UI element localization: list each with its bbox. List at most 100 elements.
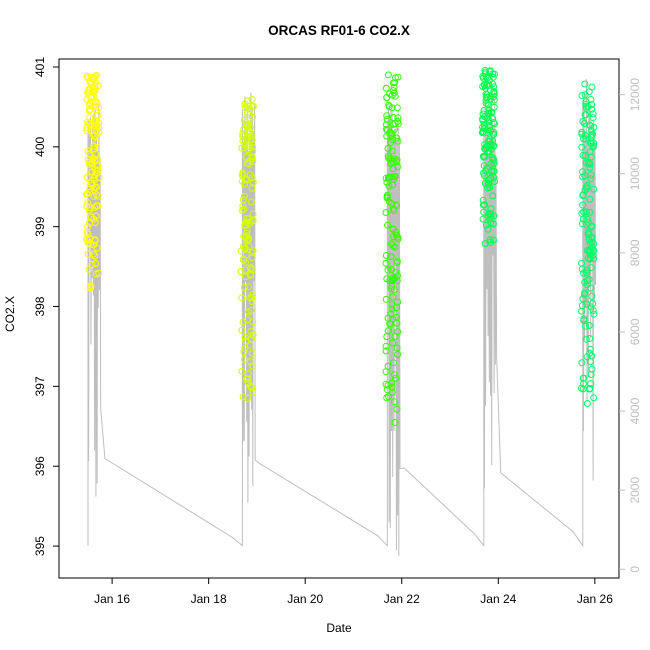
- data-point: [582, 159, 590, 167]
- data-point: [389, 293, 397, 301]
- data-point: [583, 281, 591, 289]
- data-point: [92, 106, 100, 114]
- data-point: [579, 201, 587, 209]
- data-point: [383, 112, 391, 120]
- data-point: [244, 370, 252, 378]
- data-point: [242, 221, 250, 229]
- data-point: [92, 260, 100, 267]
- data-point: [383, 178, 391, 186]
- data-point: [384, 362, 392, 370]
- data-point: [84, 230, 92, 238]
- data-point: [85, 158, 93, 166]
- data-point: [245, 242, 253, 250]
- data-point: [91, 116, 99, 124]
- data-point: [239, 318, 247, 326]
- data-point: [83, 235, 91, 243]
- data-point: [382, 259, 390, 267]
- data-point: [384, 327, 392, 335]
- data-point: [588, 105, 596, 113]
- data-point: [580, 120, 588, 127]
- data-point: [241, 333, 249, 341]
- data-point: [390, 359, 397, 367]
- data-point: [579, 168, 586, 176]
- data-point: [579, 215, 587, 223]
- data-point: [244, 394, 252, 402]
- data-point: [581, 152, 589, 160]
- data-point: [383, 93, 391, 101]
- data-point: [90, 74, 98, 82]
- data-point: [389, 274, 397, 282]
- data-point: [393, 259, 401, 267]
- data-point: [383, 126, 391, 134]
- data-point: [590, 310, 598, 318]
- data-point: [90, 86, 98, 94]
- data-point: [383, 386, 391, 394]
- data-point: [391, 79, 399, 87]
- data-point: [582, 208, 590, 216]
- data-point: [242, 337, 250, 345]
- data-point: [479, 115, 487, 123]
- data-point: [385, 198, 393, 206]
- data-point: [86, 235, 94, 243]
- data-point: [387, 310, 395, 318]
- data-point: [388, 240, 396, 248]
- data-point: [387, 285, 395, 293]
- data-point: [389, 87, 397, 95]
- data-point: [588, 243, 596, 251]
- data-point: [248, 153, 256, 161]
- data-point: [248, 254, 256, 262]
- data-point: [394, 163, 402, 171]
- data-point: [480, 162, 488, 170]
- data-point: [95, 174, 103, 181]
- data-point: [387, 253, 395, 261]
- data-point: [247, 328, 255, 335]
- data-point: [87, 282, 95, 290]
- data-point: [243, 214, 251, 222]
- data-point: [391, 119, 399, 127]
- data-point: [585, 236, 593, 243]
- data-point: [84, 223, 92, 231]
- data-point: [385, 101, 393, 109]
- data-point: [479, 201, 487, 209]
- data-point: [578, 259, 586, 267]
- data-point: [241, 116, 249, 124]
- data-point: [589, 251, 597, 259]
- data-point: [394, 114, 402, 122]
- data-point: [248, 249, 256, 257]
- data-point: [244, 142, 252, 150]
- data-point: [239, 137, 247, 145]
- data-point: [394, 137, 402, 145]
- data-point: [95, 124, 103, 131]
- data-point: [586, 384, 594, 392]
- data-point: [586, 208, 594, 216]
- data-point: [93, 127, 101, 135]
- data-point: [481, 124, 489, 132]
- data-point: [92, 212, 100, 220]
- data-point: [249, 178, 257, 186]
- data-point: [482, 221, 490, 229]
- data-point: [241, 244, 249, 252]
- data-point: [248, 349, 256, 357]
- data-point: [479, 152, 487, 160]
- data-point: [245, 308, 252, 316]
- data-point: [581, 187, 589, 194]
- y2-tick-label: 2000: [628, 477, 642, 504]
- data-point: [91, 82, 99, 90]
- data-point: [92, 97, 100, 105]
- data-point: [240, 205, 248, 213]
- data-point: [584, 215, 592, 223]
- data-point: [237, 268, 245, 275]
- x-tick-label: Jan 20: [287, 592, 323, 606]
- data-point: [91, 236, 99, 244]
- data-point: [242, 118, 250, 126]
- data-point: [491, 120, 498, 128]
- data-point: [391, 419, 399, 426]
- data-point: [479, 74, 487, 82]
- data-point: [247, 264, 255, 272]
- data-point: [91, 252, 99, 260]
- data-point: [83, 118, 91, 126]
- data-point: [578, 359, 586, 367]
- data-point: [239, 393, 247, 401]
- data-point: [389, 157, 397, 165]
- data-point: [480, 121, 488, 129]
